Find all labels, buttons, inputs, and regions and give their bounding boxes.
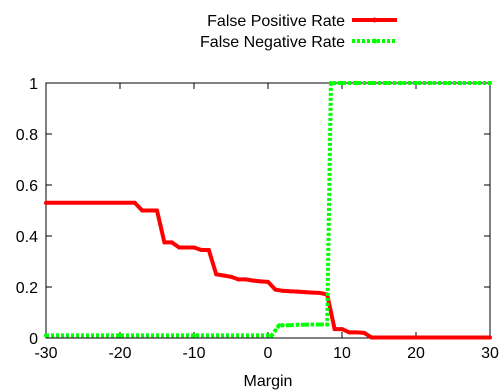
data-point <box>199 248 204 253</box>
data-point <box>488 81 492 85</box>
data-point <box>266 333 270 338</box>
data-point <box>192 333 196 338</box>
data-point <box>266 279 270 284</box>
data-point <box>399 335 404 340</box>
legend-label: False Positive Rate <box>207 13 345 30</box>
data-point <box>317 290 322 295</box>
data-point <box>340 327 344 332</box>
data-point <box>229 274 233 279</box>
data-point <box>369 335 374 340</box>
data-point <box>273 328 278 333</box>
data-point <box>192 245 196 250</box>
data-point <box>325 322 330 327</box>
x-tick-label: -20 <box>108 345 131 362</box>
data-point <box>473 81 478 85</box>
data-point <box>169 240 174 245</box>
y-tick-label: 0.8 <box>16 127 38 144</box>
data-point <box>177 245 182 250</box>
data-point <box>118 333 122 338</box>
data-point <box>162 240 167 245</box>
data-point <box>384 335 389 340</box>
data-point <box>303 322 307 327</box>
data-point <box>273 287 278 292</box>
data-point <box>277 323 282 328</box>
y-tick-label: 0 <box>29 331 38 348</box>
legend-label: False Negative Rate <box>200 34 345 51</box>
legend: False Positive Rate False Negative Rate <box>200 13 397 51</box>
data-point <box>140 208 145 213</box>
x-tick-label: -10 <box>182 345 205 362</box>
x-tick-label: -30 <box>34 345 57 362</box>
data-point <box>280 323 285 328</box>
data-point <box>132 200 137 205</box>
data-point <box>288 323 293 328</box>
data-point <box>414 81 418 85</box>
data-point <box>317 322 322 327</box>
data-point <box>362 330 367 335</box>
series-layer <box>44 81 492 340</box>
data-point <box>332 81 337 85</box>
data-point <box>221 273 226 278</box>
series-line-false-positive-rate <box>46 200 490 340</box>
legend-marker <box>372 38 377 44</box>
data-point <box>303 290 307 295</box>
data-point <box>384 81 389 85</box>
data-point <box>295 289 300 294</box>
data-point <box>288 289 293 294</box>
data-point <box>428 81 433 85</box>
data-point <box>269 333 274 338</box>
data-point <box>328 81 333 85</box>
data-point <box>44 200 48 205</box>
y-tick-label: 1 <box>29 76 38 93</box>
data-point <box>488 335 492 340</box>
x-tick-label: 0 <box>264 345 273 362</box>
data-point <box>251 278 256 283</box>
data-point <box>280 288 285 293</box>
data-point <box>236 277 241 282</box>
data-point <box>354 330 359 335</box>
x-tick-label: 30 <box>481 345 499 362</box>
series-line-false-negative-rate <box>46 81 490 338</box>
data-point <box>347 330 352 335</box>
data-point <box>295 322 300 327</box>
data-point <box>369 81 374 85</box>
data-point <box>340 81 344 85</box>
data-point <box>214 272 219 277</box>
x-tick-label: 10 <box>333 345 351 362</box>
y-tick-label: 0.2 <box>16 280 38 297</box>
tick-layer: -30 -20 -10 0 10 20 30 0 0.2 0.4 0.6 0.8 1 <box>16 76 499 362</box>
data-point <box>310 322 315 327</box>
x-tick-label: 20 <box>407 345 425 362</box>
data-point <box>443 81 448 85</box>
data-point <box>310 290 315 295</box>
data-point <box>206 248 211 253</box>
y-tick-label: 0.6 <box>16 178 38 195</box>
data-point <box>155 208 159 213</box>
data-point <box>258 279 263 284</box>
y-tick-label: 0.4 <box>16 229 38 246</box>
legend-marker <box>372 17 377 23</box>
data-point <box>44 333 48 338</box>
data-point <box>451 335 455 340</box>
data-point <box>414 335 418 340</box>
data-point <box>458 81 463 85</box>
data-point <box>399 81 404 85</box>
data-point <box>332 327 337 332</box>
data-point <box>243 277 248 282</box>
plot-frame <box>45 82 491 339</box>
x-axis-title: Margin <box>244 373 293 390</box>
data-point <box>354 81 359 85</box>
